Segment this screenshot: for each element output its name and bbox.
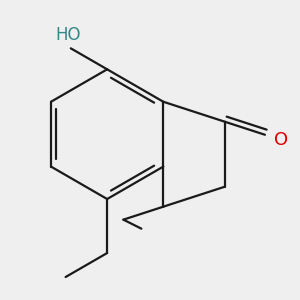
Text: HO: HO — [56, 26, 81, 44]
Text: O: O — [274, 131, 288, 149]
